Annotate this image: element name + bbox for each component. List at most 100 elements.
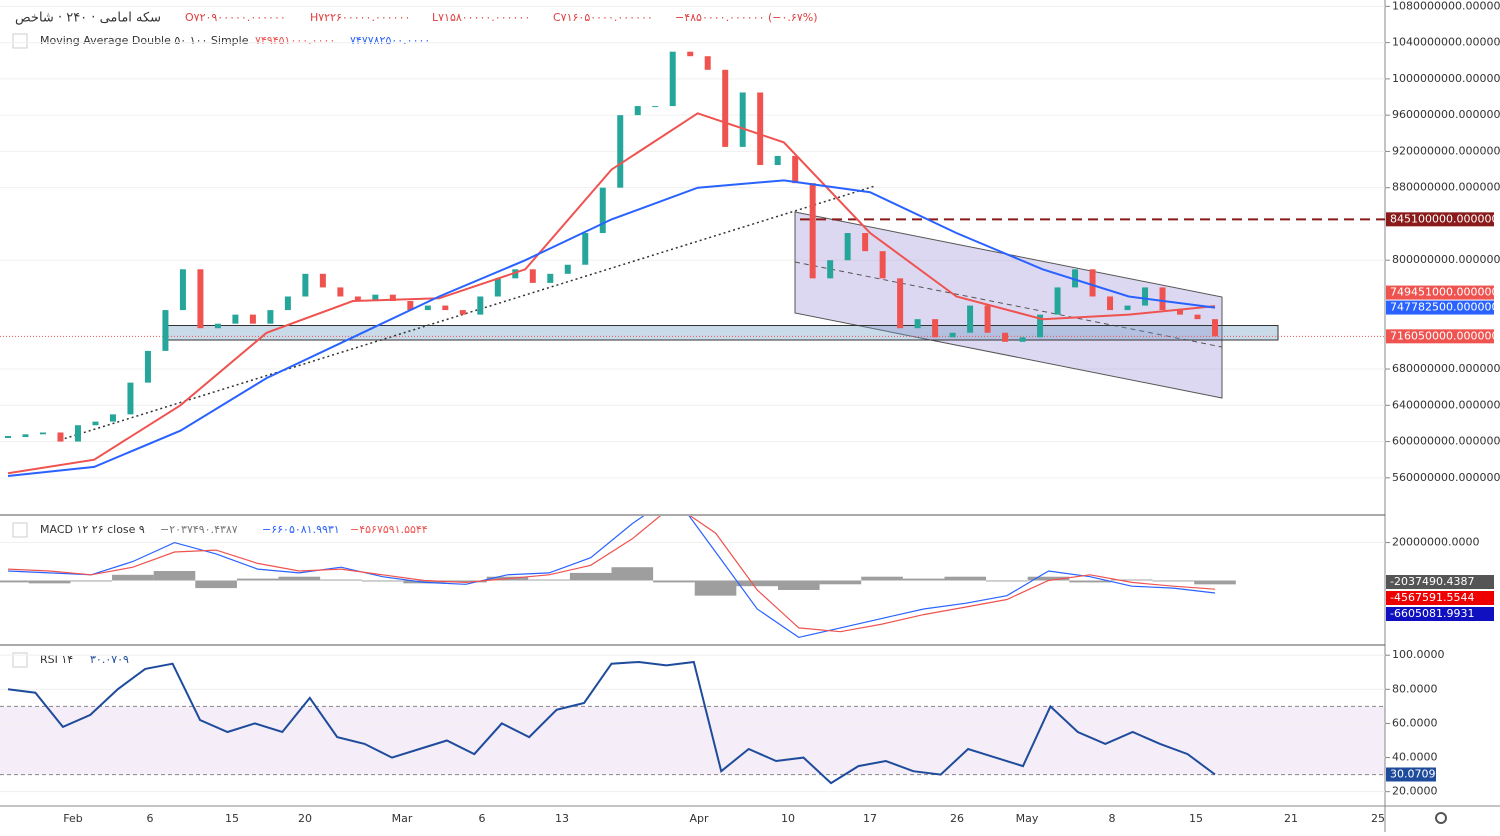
histogram-bar — [361, 580, 404, 582]
candle — [862, 233, 869, 252]
candle — [704, 56, 711, 70]
candle — [634, 106, 641, 116]
indicator-value: −۴۵۶۷۵۹۱.۵۵۴۴ — [350, 523, 428, 536]
candle — [1107, 296, 1114, 311]
candle — [669, 51, 676, 107]
candle — [932, 319, 939, 338]
candle — [494, 278, 501, 297]
price-tag — [1386, 575, 1494, 589]
price-tag — [1386, 767, 1436, 782]
y-tick-label: 80.0000 — [1392, 682, 1438, 695]
candle — [197, 269, 204, 329]
histogram-bar — [986, 580, 1028, 582]
candle — [319, 273, 326, 288]
candle — [879, 251, 886, 279]
candle — [424, 305, 431, 311]
histogram-bar — [569, 572, 612, 581]
candle — [162, 310, 169, 351]
candle — [914, 319, 921, 329]
price-tag-label: 845100000.0000000 — [1390, 212, 1500, 225]
candle — [897, 278, 904, 329]
candle — [1002, 332, 1009, 342]
histogram-bar — [861, 576, 903, 581]
candle — [92, 421, 99, 426]
rsi-line — [7, 660, 1216, 785]
change: −۴۸۵۰۰۰۰.۰۰۰۰۰۰ (−۰.۶۷%) — [675, 11, 818, 24]
channel-mid — [794, 261, 1223, 348]
indicator-name: RSI ۱۴ — [40, 653, 73, 666]
candle — [389, 294, 396, 302]
indicator-name: Moving Average Double ۵۰ ۱۰۰ Simple — [40, 34, 249, 47]
y-tick-label: 960000000.0000000 — [1392, 108, 1500, 121]
price-tag-label: 716050000.0000000 — [1390, 329, 1500, 342]
candle — [372, 294, 379, 302]
candle — [582, 233, 589, 265]
histogram-bar — [0, 580, 29, 583]
candle — [1177, 310, 1184, 315]
collapse-button[interactable] — [12, 652, 28, 668]
indicator-value: ۷۴۹۴۵۱۰۰۰.۰۰۰۰ — [255, 34, 335, 47]
x-tick-label: 26 — [950, 812, 964, 825]
trend-line — [59, 185, 876, 441]
price-tag — [1386, 591, 1494, 605]
x-tick-label: 15 — [1189, 812, 1203, 825]
x-tick-label: May — [1016, 812, 1039, 825]
candle — [477, 296, 484, 315]
candle — [844, 233, 851, 261]
histogram-bar — [736, 580, 778, 587]
histogram-bar — [611, 567, 654, 581]
price-tag — [1386, 607, 1494, 621]
histogram-bar — [1152, 580, 1195, 582]
indicator-value: −۶۶۰۵۰۸۱.۹۹۳۱ — [262, 523, 340, 536]
candle — [512, 269, 519, 279]
y-tick-label: 920000000.0000000 — [1392, 144, 1500, 157]
support-zone — [166, 325, 1279, 341]
y-tick-label: 1080000000.0000000 — [1392, 0, 1500, 12]
y-tick-label: 100.0000 — [1392, 648, 1445, 661]
indicator-line — [7, 516, 1216, 639]
candle — [967, 305, 974, 333]
histogram-bar — [819, 580, 862, 585]
candle — [144, 350, 151, 383]
ohlc: C۷۱۶۰۵۰۰۰۰.۰۰۰۰۰۰ — [553, 11, 653, 24]
ohlc: L۷۱۵۸۰۰۰۰۰.۰۰۰۰۰۰ — [432, 11, 530, 24]
candle — [984, 305, 991, 333]
candle — [599, 187, 606, 234]
collapse-button[interactable] — [12, 33, 28, 49]
candle — [232, 314, 239, 324]
candle — [74, 425, 81, 442]
x-tick-label: Apr — [689, 812, 709, 825]
candle — [792, 155, 799, 184]
candle — [1089, 269, 1096, 297]
candle — [442, 305, 449, 311]
histogram-bar — [445, 580, 487, 583]
price-tag-label: -4567591.5544 — [1390, 591, 1474, 604]
candle — [1194, 314, 1201, 320]
y-tick-label: 880000000.0000000 — [1392, 181, 1500, 194]
candle — [337, 287, 344, 297]
candle — [547, 273, 554, 283]
candle — [809, 183, 816, 279]
indicator-value: ۷۴۷۷۸۲۵۰۰.۰۰۰۰ — [350, 34, 430, 47]
candle — [722, 69, 729, 147]
price-tag-label: 749451000.0000000 — [1390, 286, 1500, 299]
y-tick-label: 800000000.0000000 — [1392, 253, 1500, 266]
indicator-line — [7, 516, 1216, 633]
y-tick-label: 1040000000.0000000 — [1392, 36, 1500, 49]
histogram-bar — [1069, 580, 1111, 583]
y-tick-label: 680000000.0000000 — [1392, 362, 1500, 375]
collapse-button[interactable] — [12, 522, 28, 538]
indicator-line — [7, 179, 1216, 477]
x-tick-label: 10 — [781, 812, 795, 825]
header: سکه امامی · ۲۴۰ · شاخص O۷۲۰۹۰۰۰۰۰.۰۰۰۰۰۰… — [12, 11, 818, 668]
candle — [1072, 269, 1079, 288]
settings-button[interactable] — [1435, 812, 1447, 824]
y-tick-label: 20.0000 — [1392, 785, 1438, 798]
ohlc: O۷۲۰۹۰۰۰۰۰.۰۰۰۰۰۰ — [185, 11, 286, 24]
histogram-bar — [236, 578, 279, 581]
candle — [284, 296, 291, 311]
price-tag — [1386, 300, 1494, 315]
candle — [652, 106, 659, 108]
y-tick-label: 560000000.0000000 — [1392, 471, 1500, 484]
